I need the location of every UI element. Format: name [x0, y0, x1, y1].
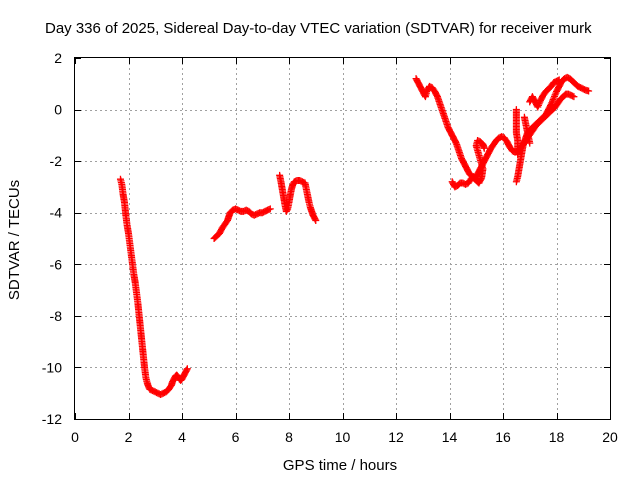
plot-frame [74, 57, 611, 420]
x-tick-label: 14 [442, 429, 458, 445]
axis-ticks [75, 58, 611, 420]
y-tick-label: -12 [42, 411, 62, 427]
data-points [116, 73, 593, 399]
data-point [311, 215, 319, 223]
x-tick-label: 10 [335, 429, 351, 445]
x-tick-label: 8 [285, 429, 293, 445]
data-point [183, 366, 191, 374]
data-point [548, 99, 556, 107]
data-point [551, 91, 559, 99]
data-point [480, 144, 488, 152]
x-axis-label: GPS time / hours [283, 457, 397, 474]
data-point [183, 365, 191, 373]
x-tick-label: 18 [549, 429, 565, 445]
data-point [534, 101, 542, 109]
x-tick-label: 16 [495, 429, 511, 445]
data-point [550, 92, 558, 100]
data-point [547, 100, 555, 108]
y-tick-label: -4 [50, 205, 63, 221]
x-tick-label: 12 [388, 429, 404, 445]
y-tick-label: -10 [42, 359, 62, 375]
y-tick-label: -2 [50, 153, 63, 169]
y-tick-labels: -12 -10 -8 -6 -4 -2 0 2 [42, 50, 62, 427]
data-point [514, 151, 522, 159]
data-point [550, 94, 558, 102]
data-point [535, 100, 543, 108]
data-point [312, 216, 320, 224]
data-point [266, 205, 274, 213]
data-point [549, 96, 557, 104]
x-tick-label: 4 [178, 429, 186, 445]
grid [75, 58, 610, 419]
x-tick-label: 2 [125, 429, 133, 445]
y-tick-label: -8 [50, 308, 63, 324]
data-point [534, 103, 542, 111]
y-tick-label: 0 [54, 102, 62, 118]
y-axis-label: SDTVAR / TECUs [6, 180, 23, 300]
x-tick-label: 0 [71, 429, 79, 445]
data-point [526, 139, 534, 147]
data-point [555, 76, 563, 84]
y-tick-label: 2 [54, 50, 62, 66]
x-tick-labels: 0 2 4 6 8 10 12 14 16 18 20 [71, 429, 618, 445]
y-tick-label: -6 [50, 256, 63, 272]
data-point [585, 87, 593, 95]
data-point [570, 93, 578, 101]
data-point [548, 97, 556, 105]
x-tick-label: 20 [602, 429, 618, 445]
x-tick-label: 6 [232, 429, 240, 445]
chart-title: Day 336 of 2025, Sidereal Day-to-day VTE… [45, 20, 592, 37]
